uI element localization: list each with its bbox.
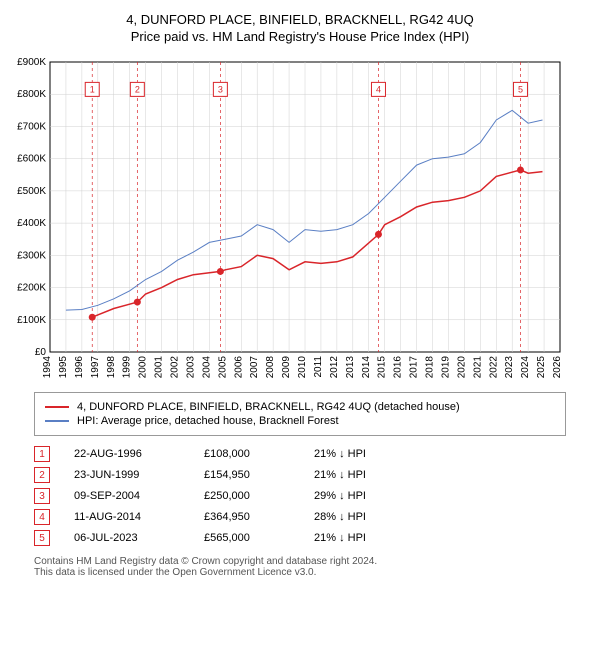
chart-container: £0£100K£200K£300K£400K£500K£600K£700K£80… (10, 52, 590, 382)
svg-text:2008: 2008 (265, 356, 276, 379)
svg-text:£700K: £700K (17, 121, 46, 132)
transaction-row: 1 22-AUG-1996£108,00021% ↓ HPI (34, 446, 566, 462)
svg-text:2006: 2006 (233, 356, 244, 379)
svg-text:3: 3 (218, 84, 223, 94)
transaction-row: 2 23-JUN-1999£154,95021% ↓ HPI (34, 467, 566, 483)
transaction-marker: 1 (34, 446, 50, 462)
transaction-marker: 5 (34, 530, 50, 546)
transaction-price: £108,000 (204, 448, 314, 460)
svg-text:£600K: £600K (17, 154, 46, 165)
svg-text:2: 2 (135, 84, 140, 94)
transaction-delta: 21% ↓ HPI (314, 448, 404, 460)
chart-title-subtitle: Price paid vs. HM Land Registry's House … (10, 29, 590, 44)
transaction-row: 4 11-AUG-2014£364,95028% ↓ HPI (34, 509, 566, 525)
footer-licence: This data is licensed under the Open Gov… (34, 567, 566, 578)
legend-item: 4, DUNFORD PLACE, BINFIELD, BRACKNELL, R… (45, 401, 555, 413)
legend-label: 4, DUNFORD PLACE, BINFIELD, BRACKNELL, R… (77, 401, 460, 413)
svg-text:1997: 1997 (90, 356, 101, 379)
transaction-date: 09-SEP-2004 (74, 490, 204, 502)
transaction-row: 5 06-JUL-2023£565,00021% ↓ HPI (34, 530, 566, 546)
svg-text:2007: 2007 (249, 356, 260, 379)
svg-text:2013: 2013 (345, 356, 356, 379)
transaction-delta: 29% ↓ HPI (314, 490, 404, 502)
svg-text:2025: 2025 (536, 356, 547, 379)
transaction-marker: 4 (34, 509, 50, 525)
svg-text:1995: 1995 (58, 356, 69, 379)
svg-text:2005: 2005 (217, 356, 228, 379)
svg-text:2021: 2021 (472, 356, 483, 379)
price-chart: £0£100K£200K£300K£400K£500K£600K£700K£80… (10, 52, 570, 382)
svg-text:1994: 1994 (42, 356, 53, 379)
chart-legend: 4, DUNFORD PLACE, BINFIELD, BRACKNELL, R… (34, 392, 566, 436)
legend-swatch (45, 420, 69, 422)
transaction-delta: 28% ↓ HPI (314, 511, 404, 523)
svg-text:2002: 2002 (170, 356, 181, 379)
svg-text:£100K: £100K (17, 315, 46, 326)
svg-text:£900K: £900K (17, 57, 46, 68)
svg-text:1999: 1999 (122, 356, 133, 379)
svg-text:1: 1 (90, 84, 95, 94)
transaction-marker: 3 (34, 488, 50, 504)
svg-text:2023: 2023 (504, 356, 515, 379)
transaction-price: £565,000 (204, 532, 314, 544)
transaction-marker: 2 (34, 467, 50, 483)
transaction-price: £250,000 (204, 490, 314, 502)
svg-text:2020: 2020 (456, 356, 467, 379)
transaction-date: 23-JUN-1999 (74, 469, 204, 481)
legend-label: HPI: Average price, detached house, Brac… (77, 415, 339, 427)
svg-text:2014: 2014 (361, 356, 372, 379)
transaction-row: 3 09-SEP-2004£250,00029% ↓ HPI (34, 488, 566, 504)
svg-text:2018: 2018 (425, 356, 436, 379)
svg-text:2011: 2011 (313, 356, 324, 378)
transaction-price: £154,950 (204, 469, 314, 481)
svg-text:2019: 2019 (440, 356, 451, 379)
svg-text:2009: 2009 (281, 356, 292, 379)
svg-text:1998: 1998 (106, 356, 117, 379)
svg-text:2026: 2026 (552, 356, 563, 379)
svg-text:2004: 2004 (201, 356, 212, 379)
svg-text:4: 4 (376, 84, 381, 94)
transaction-delta: 21% ↓ HPI (314, 469, 404, 481)
svg-text:2022: 2022 (488, 356, 499, 379)
svg-text:2001: 2001 (154, 356, 165, 379)
svg-text:2024: 2024 (520, 356, 531, 379)
legend-item: HPI: Average price, detached house, Brac… (45, 415, 555, 427)
svg-text:£400K: £400K (17, 218, 46, 229)
svg-text:£300K: £300K (17, 250, 46, 261)
svg-text:2012: 2012 (329, 356, 340, 379)
transaction-delta: 21% ↓ HPI (314, 532, 404, 544)
svg-text:£200K: £200K (17, 283, 46, 294)
svg-text:£800K: £800K (17, 89, 46, 100)
transaction-date: 06-JUL-2023 (74, 532, 204, 544)
svg-text:2010: 2010 (297, 356, 308, 379)
transaction-date: 11-AUG-2014 (74, 511, 204, 523)
transaction-date: 22-AUG-1996 (74, 448, 204, 460)
transaction-price: £364,950 (204, 511, 314, 523)
svg-text:2003: 2003 (185, 356, 196, 379)
chart-footer: Contains HM Land Registry data © Crown c… (34, 556, 566, 578)
chart-title-address: 4, DUNFORD PLACE, BINFIELD, BRACKNELL, R… (10, 12, 590, 27)
svg-text:2016: 2016 (393, 356, 404, 379)
svg-text:1996: 1996 (74, 356, 85, 379)
transactions-table: 122-AUG-1996£108,00021% ↓ HPI223-JUN-199… (34, 446, 566, 546)
svg-text:5: 5 (518, 84, 523, 94)
svg-text:£500K: £500K (17, 186, 46, 197)
svg-text:2015: 2015 (377, 356, 388, 379)
svg-text:2017: 2017 (409, 356, 420, 379)
legend-swatch (45, 406, 69, 408)
svg-text:2000: 2000 (138, 356, 149, 379)
footer-copyright: Contains HM Land Registry data © Crown c… (34, 556, 566, 567)
